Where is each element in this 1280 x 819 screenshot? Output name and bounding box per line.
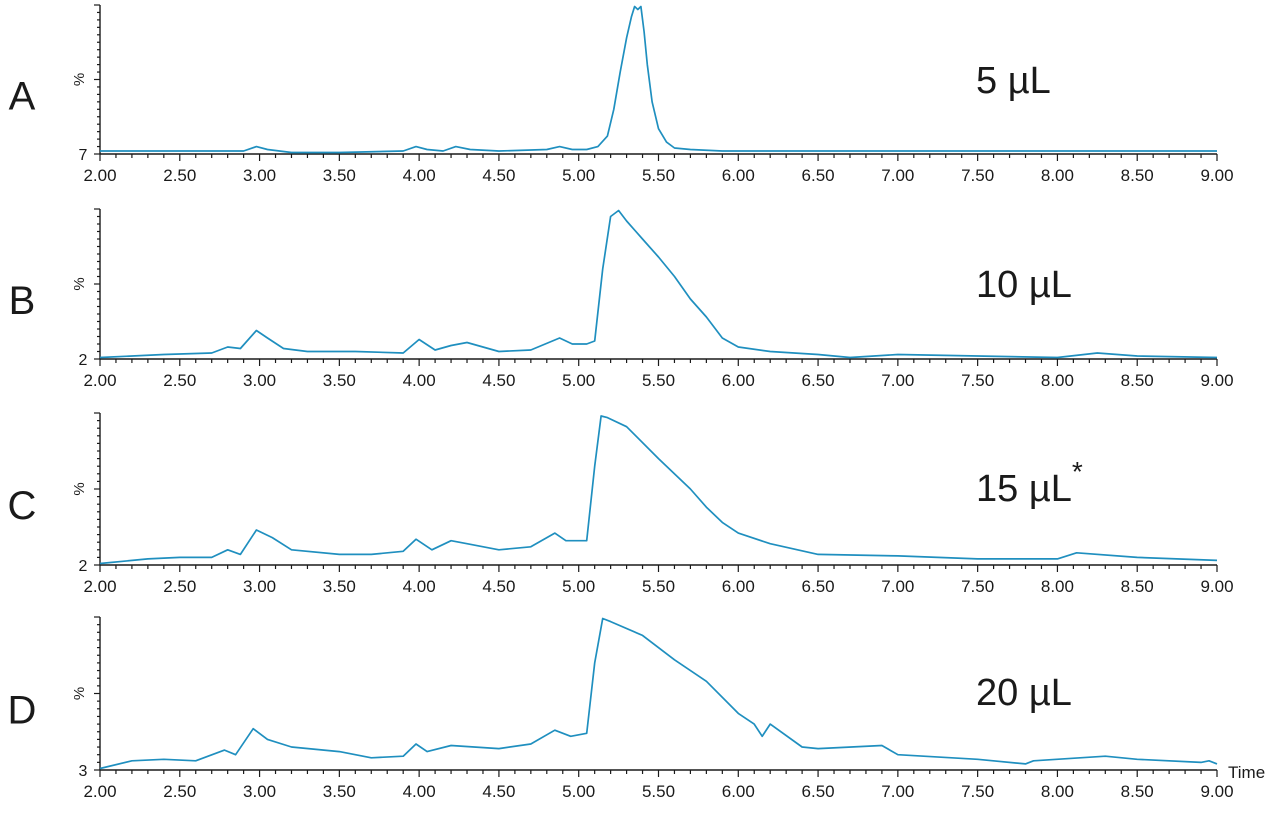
x-tick-label: 7.00 — [881, 166, 914, 185]
y-baseline-label: 3 — [79, 763, 88, 780]
x-tick-label: 2.00 — [83, 577, 116, 596]
chromatogram-trace — [99, 617, 1218, 770]
x-tick-label: 3.00 — [243, 371, 276, 390]
volume-annotation: 5 µL — [976, 60, 1051, 102]
x-tick-label: 7.00 — [881, 371, 914, 390]
x-tick-label: 6.50 — [802, 577, 835, 596]
x-tick-label: 2.50 — [163, 166, 196, 185]
x-tick-label: 4.00 — [403, 166, 436, 185]
chromatogram-trace — [99, 209, 1218, 359]
x-tick-label: 3.00 — [243, 166, 276, 185]
x-tick-label: 6.00 — [722, 577, 755, 596]
x-tick-label: 8.00 — [1041, 371, 1074, 390]
x-tick-label: 9.00 — [1200, 371, 1233, 390]
y-axis-label: % — [71, 687, 88, 700]
panel-a: 2.00 2.50 3.00 3.50 4.00 4.50 5.00 5.50 6.00 6.50… — [9, 4, 1234, 185]
x-tick-label: 5.50 — [642, 782, 675, 801]
x-tick-label: 4.50 — [482, 577, 515, 596]
x-tick-label: 5.00 — [562, 166, 595, 185]
x-tick-label: 6.00 — [722, 166, 755, 185]
x-tick-label: 5.00 — [562, 577, 595, 596]
y-baseline-label: 7 — [79, 147, 88, 164]
y-axis-label: % — [71, 277, 88, 290]
x-tick-label: 5.50 — [642, 166, 675, 185]
y-baseline-label: 2 — [79, 352, 88, 369]
y-axis-label: % — [71, 482, 88, 495]
x-tick-label: 2.00 — [83, 166, 116, 185]
x-tick-label: 4.50 — [482, 166, 515, 185]
panel-label: C — [8, 484, 37, 528]
x-tick-label: 4.50 — [482, 371, 515, 390]
x-tick-label: 7.50 — [961, 782, 994, 801]
x-tick-label: 5.50 — [642, 371, 675, 390]
x-tick-label: 2.50 — [163, 782, 196, 801]
x-tick-label: 8.00 — [1041, 166, 1074, 185]
volume-annotation: 20 µL — [976, 672, 1072, 714]
x-tick-label: 5.00 — [562, 782, 595, 801]
x-tick-label: 8.00 — [1041, 782, 1074, 801]
x-tick-label: 7.50 — [961, 371, 994, 390]
x-tick-label: 3.50 — [323, 782, 356, 801]
x-tick-label: 7.50 — [961, 166, 994, 185]
x-tick-label: 5.50 — [642, 577, 675, 596]
x-tick-label: 9.00 — [1200, 166, 1233, 185]
x-tick-label: 9.00 — [1200, 782, 1233, 801]
x-tick-label: 6.00 — [722, 782, 755, 801]
x-tick-label: 9.00 — [1200, 577, 1233, 596]
chromatogram-trace — [100, 5, 1217, 154]
x-tick-label: 8.50 — [1121, 166, 1154, 185]
x-tick-label: 8.50 — [1121, 782, 1154, 801]
x-tick-label: 7.00 — [881, 782, 914, 801]
x-tick-label: 7.00 — [881, 577, 914, 596]
panel-label: A — [9, 75, 36, 119]
x-tick-label: 8.50 — [1121, 371, 1154, 390]
y-axis-label: % — [71, 73, 88, 86]
x-tick-label: 3.50 — [323, 577, 356, 596]
x-tick-label: 3.50 — [323, 166, 356, 185]
x-tick-label: 2.00 — [83, 371, 116, 390]
x-tick-label: 6.50 — [802, 166, 835, 185]
x-tick-label: 4.00 — [403, 371, 436, 390]
x-tick-label: 3.50 — [323, 371, 356, 390]
panel-label: B — [9, 279, 36, 323]
y-baseline-label: 2 — [79, 558, 88, 575]
volume-annotation: 15 µL* — [976, 456, 1083, 510]
x-tick-label: 4.50 — [482, 782, 515, 801]
x-tick-label: 4.00 — [403, 782, 436, 801]
x-tick-label: 6.00 — [722, 371, 755, 390]
x-tick-label: 3.00 — [243, 577, 276, 596]
volume-annotation: 10 µL — [976, 264, 1072, 306]
panel-d: 2.00 2.50 3.00 3.50 4.00 4.50 5.00 5.50 6.00 6.50… — [8, 616, 1234, 801]
x-tick-label: 8.00 — [1041, 577, 1074, 596]
x-axis-title: Time — [1228, 763, 1265, 782]
x-tick-label: 7.50 — [961, 577, 994, 596]
panel-c: 2.00 2.50 3.00 3.50 4.00 4.50 5.00 5.50 6.00 6.50… — [8, 412, 1234, 596]
x-tick-label: 5.00 — [562, 371, 595, 390]
x-tick-label: 6.50 — [802, 782, 835, 801]
panel-b: 2.00 2.50 3.00 3.50 4.00 4.50 5.00 5.50 6.00 6.50… — [9, 208, 1234, 390]
x-tick-label: 3.00 — [243, 782, 276, 801]
x-tick-label: 2.50 — [163, 371, 196, 390]
x-tick-label: 6.50 — [802, 371, 835, 390]
chromatogram-trace — [99, 415, 1218, 565]
panel-label: D — [8, 689, 37, 733]
annotation-asterisk: * — [1072, 456, 1083, 487]
x-tick-label: 8.50 — [1121, 577, 1154, 596]
x-tick-label: 4.00 — [403, 577, 436, 596]
x-tick-label: 2.00 — [83, 782, 116, 801]
x-tick-label: 2.50 — [163, 577, 196, 596]
